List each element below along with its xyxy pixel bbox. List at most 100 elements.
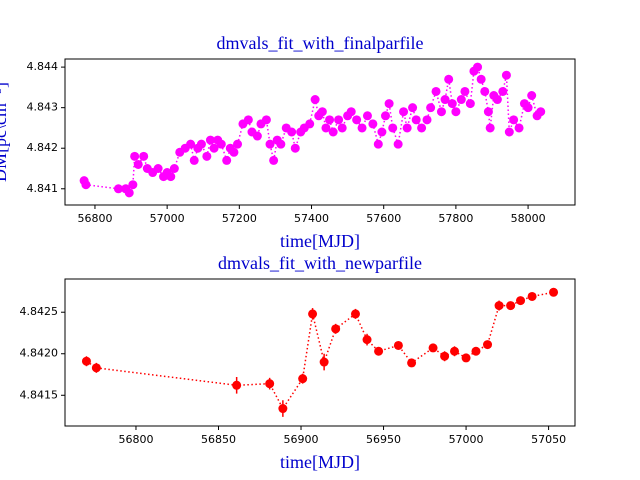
data-point [422,115,432,125]
x-tick-label: 57800 [438,212,473,225]
data-point [436,107,446,117]
data-point [287,127,297,137]
data-point [352,115,362,125]
x-tick-label: 57600 [366,212,401,225]
x-tick-label: 56950 [366,433,401,446]
data-point [373,139,383,149]
data-point [308,309,318,319]
x-tick-label: 57200 [222,212,257,225]
data-point [319,357,329,367]
data-point [483,340,493,350]
x-tick-label: 57400 [294,212,329,225]
plot-frame [64,58,576,206]
data-point [169,164,179,173]
y-axis-label: DM[pc\cm⁻³] [0,82,10,182]
data-point [509,115,519,125]
data-point [460,86,470,96]
data-point [377,127,387,137]
plot-frame [64,278,576,427]
data-point [317,107,327,117]
data-point [381,111,391,121]
x-tick-label: 56800 [77,212,112,225]
data-point [417,123,427,133]
data-point [139,151,149,161]
data-point [549,287,559,297]
x-tick-label: 58000 [511,212,546,225]
data-point [476,74,486,84]
data-point [196,139,206,149]
data-point [298,374,308,384]
y-tick-label: 4.8415 [20,388,59,401]
data-point [447,99,457,109]
x-tick-label: 56800 [118,433,153,446]
data-point [278,404,288,414]
data-point [269,155,279,165]
data-point [450,346,460,356]
x-axis-label: time[MJD] [280,452,360,472]
data-point [483,107,493,117]
data-point [480,86,490,96]
data-point [399,107,409,117]
data-point [216,139,226,149]
y-tick-label: 4.841 [27,182,59,195]
data-point [81,356,91,366]
x-axis-label: time[MJD] [280,231,360,251]
data-point [91,363,101,373]
x-tick-label: 57000 [150,212,185,225]
data-point [209,143,219,153]
data-point [232,380,242,390]
x-tick-label: 57050 [531,433,566,446]
data-point [498,86,508,96]
data-point [444,74,454,84]
data-point [337,123,347,133]
data-point [357,123,367,133]
data-point [504,127,514,137]
data-point [431,86,441,96]
data-point [426,103,436,113]
data-point [222,155,232,165]
data-point [536,107,546,117]
data-point [440,95,450,105]
data-point [402,123,412,133]
x-tick-label: 56850 [201,433,236,446]
data-point [233,139,243,149]
data-point [276,139,286,149]
data-point [492,95,502,105]
data-point [243,115,253,125]
y-tick-label: 4.844 [27,60,59,73]
data-point [350,309,360,319]
data-point [205,135,215,145]
data-point [310,95,320,105]
data-point [265,139,275,149]
data-point [485,123,495,133]
data-point [494,301,504,311]
data-point [130,151,140,161]
data-point [325,115,335,125]
x-tick-label: 56900 [284,433,319,446]
data-point [362,111,372,121]
data-point [328,127,338,137]
data-point [368,119,378,129]
data-point [153,164,163,173]
data-point [523,103,533,113]
subplot-title: dmvals_fit_with_finalparfile [217,33,424,53]
data-point [331,324,341,334]
data-point [456,95,466,105]
data-line [86,291,554,411]
data-point [461,353,471,363]
data-point [229,147,239,157]
data-point [428,343,438,353]
data-point [514,123,524,133]
data-point [451,107,461,117]
data-point [321,123,331,133]
data-point [388,123,398,133]
data-point [81,180,91,190]
data-point [527,91,537,100]
data-point [202,151,212,161]
y-tick-label: 4.8425 [20,305,59,318]
data-point [265,379,275,389]
data-point [362,335,372,345]
data-point [411,115,421,125]
y-tick-label: 4.842 [27,141,59,154]
